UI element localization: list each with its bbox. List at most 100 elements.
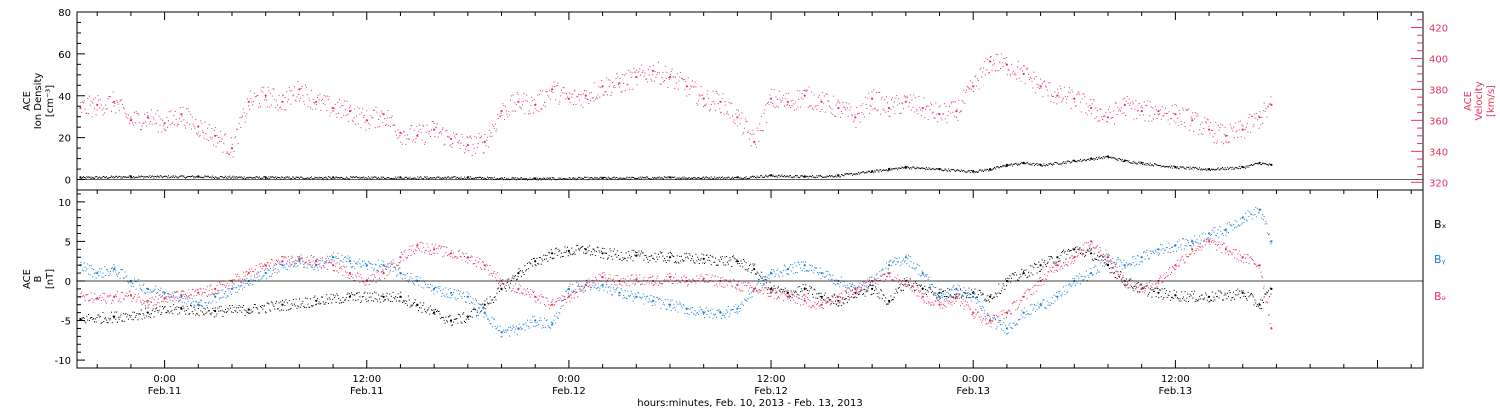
series-top-1-dot <box>222 139 223 140</box>
series-bottom-0-dot <box>520 270 521 271</box>
series-bottom-1-dot <box>450 288 451 289</box>
series-bottom-0-dot <box>798 295 799 296</box>
series-bottom-1-dot <box>382 260 383 261</box>
series-top-0-dot <box>526 178 527 179</box>
series-bottom-0-dot <box>517 279 518 280</box>
series-top-1-dot <box>586 90 587 91</box>
series-top-0-dot <box>1093 158 1094 159</box>
series-bottom-0-dot <box>165 312 166 313</box>
series-top-0-dot <box>1244 167 1245 168</box>
series-top-1-dot <box>935 118 936 119</box>
series-top-1-dot <box>470 136 471 137</box>
series-top-0-dot <box>160 175 161 176</box>
series-bottom-1-dot <box>367 269 368 270</box>
series-top-1-dot <box>1118 111 1119 112</box>
series-bottom-0-dot <box>429 314 430 315</box>
series-top-1-dot <box>507 116 508 117</box>
series-top-1-dot <box>241 117 242 118</box>
series-top-1-dot <box>928 119 929 120</box>
series-top-0-dot <box>702 177 703 178</box>
series-top-1-dot <box>334 108 335 109</box>
series-top-1-dot <box>311 90 312 91</box>
series-bottom-0-dot <box>687 256 688 257</box>
series-bottom-1-dot <box>459 293 460 294</box>
velocity-tick-label-1: 340 <box>1429 147 1448 158</box>
series-top-1-dot <box>982 71 983 72</box>
series-top-0-dot <box>358 177 359 178</box>
series-top-1-dot <box>1081 111 1082 112</box>
series-top-0-dot <box>1232 167 1233 168</box>
series-bottom-0-point-17 <box>517 272 519 274</box>
series-bottom-0-dot <box>380 302 381 303</box>
series-bottom-1-dot <box>134 278 135 279</box>
series-top-1-dot <box>297 81 298 82</box>
series-bottom-1-dot <box>468 293 469 294</box>
series-top-0-dot <box>487 177 488 178</box>
series-top-1-dot <box>819 95 820 96</box>
series-bottom-0-dot <box>1012 273 1013 274</box>
series-bottom-0-dot <box>1248 292 1249 293</box>
series-bottom-0-dot <box>650 260 651 261</box>
series-bottom-0-dot <box>226 312 227 313</box>
series-top-1-dot <box>266 99 267 100</box>
series-top-1-dot <box>707 91 708 92</box>
series-top-0-dot <box>1160 165 1161 166</box>
series-top-0-dot <box>1262 163 1263 164</box>
series-bottom-1-dot <box>411 273 412 274</box>
series-bottom-0-dot <box>1067 251 1068 252</box>
series-bottom-0-dot <box>85 321 86 322</box>
series-top-0-dot <box>502 178 503 179</box>
series-top-1-dot <box>700 96 701 97</box>
series-bottom-0-dot <box>481 310 482 311</box>
series-top-1-dot <box>1066 99 1067 100</box>
series-bottom-0-dot <box>225 309 226 310</box>
series-top-1-dot <box>991 56 992 57</box>
series-top-1-point-5 <box>164 122 166 124</box>
series-bottom-0-dot <box>551 249 552 250</box>
series-top-1-dot <box>163 125 164 126</box>
series-top-1-dot <box>440 131 441 132</box>
series-bottom-0-dot <box>93 318 94 319</box>
series-bottom-0-dot <box>827 297 828 298</box>
series-bottom-0-dot <box>340 300 341 301</box>
series-bottom-1-dot <box>185 298 186 299</box>
series-top-1-dot <box>739 115 740 116</box>
series-top-1-dot <box>194 128 195 129</box>
series-top-0-dot <box>929 167 930 168</box>
series-top-1-dot <box>957 108 958 109</box>
series-bottom-1-dot <box>128 282 129 283</box>
series-top-1-dot <box>1129 105 1130 106</box>
series-bottom-0-dot <box>666 262 667 263</box>
series-top-0-dot <box>593 178 594 179</box>
series-top-1-dot <box>570 102 571 103</box>
series-top-1-dot <box>749 139 750 140</box>
series-top-0-dot <box>1217 168 1218 169</box>
series-top-1-dot <box>682 78 683 79</box>
series-top-0-dot <box>287 176 288 177</box>
series-top-0-dot <box>234 176 235 177</box>
series-bottom-0-dot <box>519 268 520 269</box>
series-top-1-dot <box>1053 96 1054 97</box>
series-bottom-1-point-22 <box>450 292 452 294</box>
series-bottom-0-dot <box>371 297 372 298</box>
series-top-0-dot <box>956 170 957 171</box>
series-top-1-dot <box>737 125 738 126</box>
series-top-1-dot <box>1131 108 1132 109</box>
series-top-0-dot <box>891 169 892 170</box>
series-top-1-dot <box>651 81 652 82</box>
series-top-1-dot <box>810 105 811 106</box>
series-bottom-0-dot <box>820 296 821 297</box>
series-top-1-dot <box>407 135 408 136</box>
series-top-1-dot <box>427 125 428 126</box>
series-top-1-dot <box>433 121 434 122</box>
series-bottom-0-dot <box>897 292 898 293</box>
series-bottom-0 <box>79 245 1272 326</box>
series-bottom-0-dot <box>276 301 277 302</box>
series-top-1-dot <box>620 78 621 79</box>
series-top-1-dot <box>1078 92 1079 93</box>
series-bottom-0-dot <box>884 295 885 296</box>
series-top-1-dot <box>156 123 157 124</box>
series-top-0-dot <box>455 176 456 177</box>
series-top-0-dot <box>180 176 181 177</box>
series-top-0-dot <box>97 178 98 179</box>
